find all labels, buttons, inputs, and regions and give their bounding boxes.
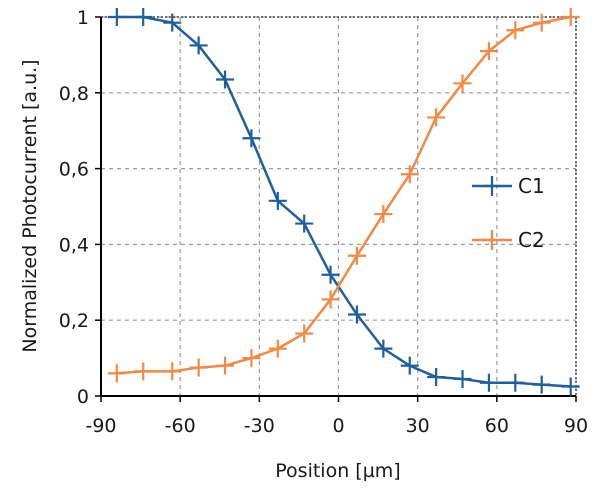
data-point — [242, 129, 261, 148]
y-tick-label: 0,4 — [59, 234, 89, 256]
x-tick-label: 60 — [485, 415, 509, 437]
data-point — [479, 373, 498, 392]
y-tick-label: 0,2 — [59, 310, 89, 332]
data-point — [216, 70, 235, 89]
data-point — [163, 13, 182, 32]
data-point — [295, 214, 314, 233]
data-point — [374, 339, 393, 358]
data-point — [216, 356, 235, 375]
data-point — [427, 108, 446, 127]
x-tick-label: -90 — [85, 415, 116, 437]
x-tick-label: 90 — [564, 415, 588, 437]
x-tick-label: 0 — [332, 415, 344, 437]
y-tick-label: 0 — [77, 386, 89, 408]
legend-marker — [483, 230, 501, 250]
data-point — [107, 8, 126, 26]
series-layer — [107, 8, 580, 396]
y-tick-label: 0,6 — [59, 159, 89, 181]
y-tick-label: 1 — [77, 7, 89, 29]
data-point — [453, 369, 472, 388]
grid — [101, 16, 577, 396]
data-point — [268, 191, 287, 210]
data-point — [400, 356, 419, 375]
data-point — [532, 13, 551, 32]
data-point — [134, 362, 153, 381]
data-point — [506, 373, 525, 392]
data-point — [268, 339, 287, 358]
legend-label: C2 — [518, 228, 545, 252]
x-axis-label: Position [µm] — [275, 460, 400, 482]
data-point — [453, 74, 472, 93]
data-point — [189, 358, 208, 377]
data-point — [374, 205, 393, 224]
series-line — [116, 15, 571, 388]
series-c2 — [107, 8, 580, 383]
y-tick-label: 0,8 — [59, 83, 89, 105]
data-point — [532, 375, 551, 394]
data-point — [347, 305, 366, 324]
data-point — [506, 21, 525, 40]
x-tick-label: 30 — [406, 415, 430, 437]
axes — [95, 16, 577, 402]
data-point — [400, 165, 419, 184]
data-point — [347, 246, 366, 265]
data-point — [561, 8, 580, 26]
tick-labels: -90 -60 -30 0 30 60 90 0 0,2 0,4 0,6 0,8 1 — [59, 7, 588, 437]
data-point — [561, 377, 580, 396]
legend: C1 C2 — [472, 174, 545, 252]
data-point — [321, 265, 340, 284]
data-point — [479, 42, 498, 61]
data-point — [321, 290, 340, 309]
legend-marker — [483, 176, 501, 196]
data-point — [295, 324, 314, 343]
data-point — [134, 8, 153, 26]
data-point — [163, 362, 182, 381]
legend-item-c2: C2 — [472, 228, 545, 252]
series-c1 — [107, 8, 580, 396]
x-tick-label: -30 — [244, 415, 275, 437]
legend-item-c1: C1 — [472, 174, 545, 198]
x-tick-label: -60 — [165, 415, 196, 437]
legend-label: C1 — [518, 174, 545, 198]
data-point — [107, 364, 126, 383]
data-point — [427, 368, 446, 387]
y-axis-label: Normalized Photocurrent [a.u.] — [19, 59, 41, 352]
data-point — [189, 36, 208, 55]
data-point — [242, 349, 261, 368]
